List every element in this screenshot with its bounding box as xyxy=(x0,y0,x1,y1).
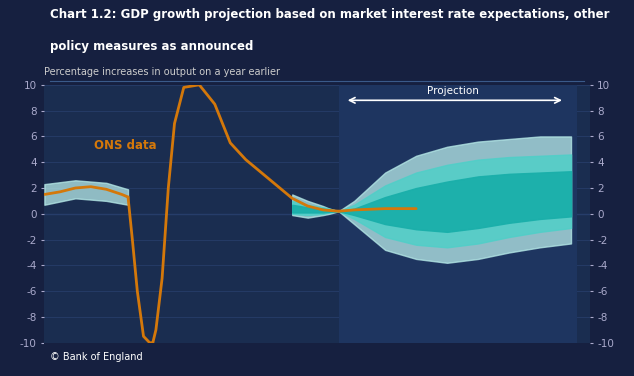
Text: Projection: Projection xyxy=(427,86,479,96)
Bar xyxy=(339,85,577,343)
Text: ONS data: ONS data xyxy=(94,139,157,152)
Text: policy measures as announced: policy measures as announced xyxy=(50,40,253,53)
Text: Chart 1.2: GDP growth projection based on market interest rate expectations, oth: Chart 1.2: GDP growth projection based o… xyxy=(50,8,609,21)
Text: © Bank of England: © Bank of England xyxy=(50,352,143,362)
Text: Percentage increases in output on a year earlier: Percentage increases in output on a year… xyxy=(44,67,280,77)
